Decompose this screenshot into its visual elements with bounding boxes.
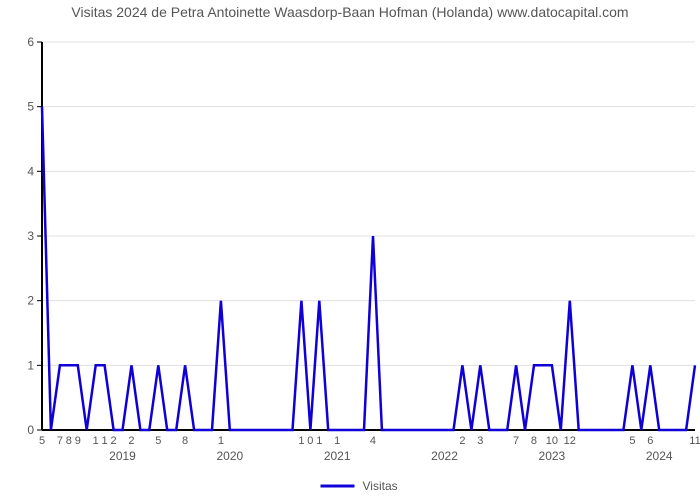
y-tick-label: 4 [27, 164, 34, 178]
x-tick-label: 2 [110, 435, 116, 447]
x-year-label: 2024 [646, 449, 673, 463]
x-tick-label: 8 [66, 435, 72, 447]
y-tick-label: 2 [27, 294, 34, 308]
x-tick-label: 7 [513, 435, 519, 447]
x-tick-label: 9 [75, 435, 81, 447]
x-tick-label: 12 [564, 435, 576, 447]
x-tick-label: 1 [316, 435, 322, 447]
y-tick-label: 3 [27, 229, 34, 243]
x-tick-label: 5 [629, 435, 635, 447]
x-year-label: 2020 [216, 449, 243, 463]
x-tick-label: 4 [370, 435, 376, 447]
x-tick-label: 5 [155, 435, 161, 447]
visits-line-chart: 0123456578911225811011423781012561120192… [0, 0, 700, 500]
x-tick-label: 1 [218, 435, 224, 447]
y-tick-label: 5 [27, 100, 34, 114]
x-tick-label: 5 [39, 435, 45, 447]
x-tick-label: 8 [531, 435, 537, 447]
x-tick-label: 3 [477, 435, 483, 447]
x-tick-label: 2 [128, 435, 134, 447]
x-tick-label: 1 [93, 435, 99, 447]
x-tick-label: 7 [57, 435, 63, 447]
x-tick-label: 10 [546, 435, 558, 447]
x-tick-label: 1 [298, 435, 304, 447]
x-year-label: 2019 [109, 449, 136, 463]
y-tick-label: 6 [27, 35, 34, 49]
x-tick-label: 6 [647, 435, 653, 447]
x-tick-label: 1 [102, 435, 108, 447]
x-tick-label: 0 [307, 435, 313, 447]
chart-title: Visitas 2024 de Petra Antoinette Waasdor… [0, 4, 700, 20]
x-tick-label: 2 [459, 435, 465, 447]
y-tick-label: 1 [27, 358, 34, 372]
legend-label: Visitas [363, 479, 398, 493]
chart-bg [0, 0, 700, 500]
x-year-label: 2021 [324, 449, 351, 463]
x-tick-label: 8 [182, 435, 188, 447]
x-tick-label: 11 [689, 435, 700, 447]
y-tick-label: 0 [27, 423, 34, 437]
x-tick-label: 1 [334, 435, 340, 447]
x-year-label: 2022 [431, 449, 458, 463]
x-year-label: 2023 [539, 449, 566, 463]
